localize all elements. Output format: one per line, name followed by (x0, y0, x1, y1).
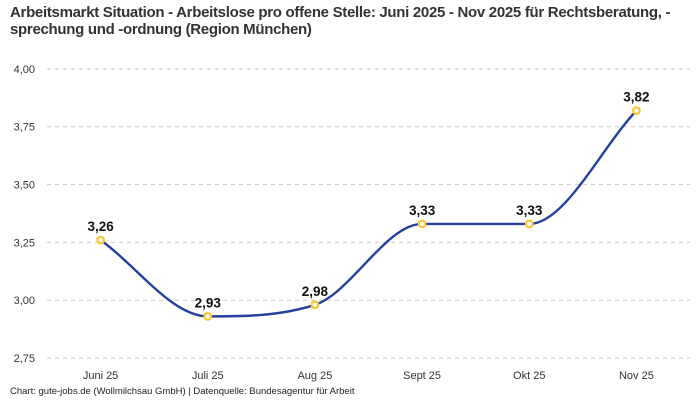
x-tick-label: Aug 25 (297, 370, 332, 382)
x-tick-label: Okt 25 (513, 370, 545, 382)
x-tick-label: Juli 25 (192, 370, 224, 382)
source-attribution: Chart: gute-jobs.de (Wollmilchsau GmbH) … (10, 385, 355, 397)
data-point-marker (417, 219, 427, 229)
y-tick-label: 3,00 (14, 295, 35, 307)
gridlines (47, 68, 690, 359)
data-point-labels: 3,26 2,93 2,98 3,33 3,33 3,82 (87, 90, 649, 311)
data-point-label: 3,33 (516, 203, 543, 218)
y-tick-label: 3,50 (14, 179, 35, 191)
data-point-marker (632, 106, 641, 116)
x-tick-label: Juni 25 (83, 370, 118, 382)
y-tick-label: 3,25 (14, 237, 35, 249)
data-point-marker (203, 311, 213, 321)
data-point-label: 3,26 (87, 219, 114, 234)
y-tick-label: 3,75 (14, 122, 35, 134)
data-point-markers (96, 106, 641, 321)
data-point-label: 2,93 (195, 295, 222, 310)
data-point-label: 3,82 (623, 90, 649, 105)
chart-title: Arbeitsmarkt Situation - Arbeitslose pro… (10, 4, 671, 38)
x-tick-label: Nov 25 (619, 370, 654, 382)
y-axis-tick-labels: 4,00 3,75 3,50 3,25 3,00 2,75 (14, 64, 35, 365)
data-point-marker (310, 300, 320, 310)
data-point-label: 3,33 (409, 203, 436, 218)
x-axis-tick-labels: Juni 25 Juli 25 Aug 25 Sept 25 Okt 25 Nov 25 (83, 370, 654, 382)
y-tick-label: 2,75 (14, 353, 35, 365)
y-tick-label: 4,00 (14, 64, 35, 76)
data-point-label: 2,98 (302, 284, 329, 299)
x-tick-label: Sept 25 (403, 370, 441, 382)
data-point-marker (96, 235, 105, 245)
data-point-marker (524, 219, 534, 229)
series-line (99, 109, 638, 318)
